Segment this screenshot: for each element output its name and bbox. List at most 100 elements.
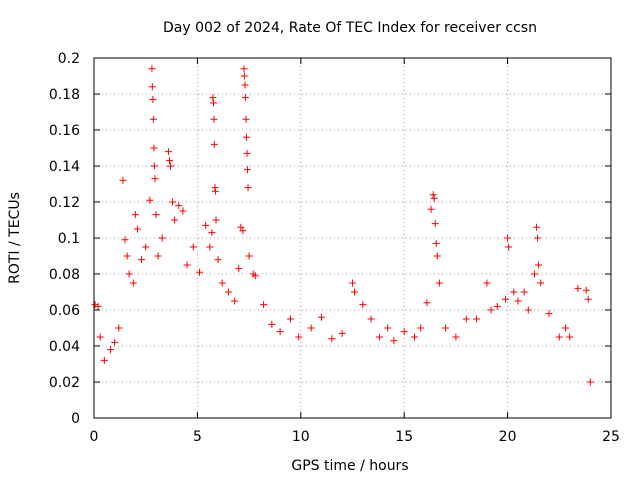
data-point bbox=[240, 72, 248, 80]
x-tick-label: 5 bbox=[193, 429, 202, 445]
data-point bbox=[111, 338, 119, 346]
data-point bbox=[131, 211, 139, 219]
data-point bbox=[142, 243, 150, 251]
plot-border bbox=[93, 57, 612, 419]
data-point bbox=[242, 133, 250, 141]
data-point bbox=[94, 302, 102, 310]
y-tick-label: 0.08 bbox=[49, 267, 80, 283]
y-tick-label: 0.12 bbox=[49, 195, 80, 211]
data-point bbox=[151, 175, 159, 183]
data-point bbox=[224, 288, 232, 296]
data-point bbox=[125, 270, 133, 278]
data-point bbox=[149, 115, 157, 123]
data-point bbox=[235, 265, 243, 273]
data-point bbox=[115, 324, 123, 332]
data-point bbox=[514, 297, 522, 305]
y-tick-label: 0.1 bbox=[58, 231, 80, 247]
data-point bbox=[307, 324, 315, 332]
data-point bbox=[167, 162, 175, 170]
y-tick-label: 0.16 bbox=[49, 123, 80, 139]
data-point bbox=[429, 191, 437, 199]
data-point bbox=[251, 272, 259, 280]
data-point bbox=[123, 252, 131, 260]
data-point bbox=[442, 324, 450, 332]
data-point bbox=[165, 157, 173, 165]
data-point bbox=[317, 313, 325, 321]
data-point bbox=[169, 198, 177, 206]
data-point bbox=[268, 320, 276, 328]
data-point bbox=[400, 328, 408, 336]
data-point bbox=[195, 268, 203, 276]
data-point bbox=[107, 346, 115, 354]
data-point bbox=[375, 333, 383, 341]
data-point bbox=[91, 301, 99, 309]
data-point bbox=[164, 148, 172, 156]
data-point bbox=[152, 211, 160, 219]
y-axis-label: ROTI / TECUs bbox=[7, 192, 23, 284]
grid-layer bbox=[94, 58, 611, 418]
data-point bbox=[211, 187, 219, 195]
data-point bbox=[149, 95, 157, 103]
data-point bbox=[574, 284, 582, 292]
data-point bbox=[242, 115, 250, 123]
data-point bbox=[584, 295, 592, 303]
data-point bbox=[119, 176, 127, 184]
data-point bbox=[483, 279, 491, 287]
data-point bbox=[245, 252, 253, 260]
data-point bbox=[189, 243, 197, 251]
y-tick-label: 0.2 bbox=[58, 51, 80, 67]
data-point bbox=[138, 256, 146, 264]
data-point bbox=[154, 252, 162, 260]
data-point bbox=[243, 166, 251, 174]
data-point bbox=[524, 306, 532, 314]
data-point bbox=[545, 310, 553, 318]
data-point bbox=[430, 194, 438, 202]
data-point bbox=[96, 333, 104, 341]
ticks-layer: 0 5 10 15 20 25 0 0.02 0.04 0.06 0.08 0.1 0.12 0.14 0.… bbox=[49, 51, 620, 445]
data-point bbox=[555, 333, 563, 341]
data-point bbox=[210, 115, 218, 123]
data-point bbox=[367, 315, 375, 323]
data-point bbox=[286, 315, 294, 323]
data-point bbox=[179, 207, 187, 215]
data-point bbox=[183, 261, 191, 269]
y-tick-label: 0.14 bbox=[49, 159, 80, 175]
data-point bbox=[473, 315, 481, 323]
data-point bbox=[208, 229, 216, 237]
x-tick-label: 0 bbox=[90, 429, 99, 445]
data-point bbox=[148, 83, 156, 91]
data-point bbox=[240, 65, 248, 73]
data-point bbox=[504, 234, 512, 242]
data-point bbox=[423, 299, 431, 307]
data-point bbox=[582, 286, 590, 294]
data-point bbox=[210, 140, 218, 148]
data-point bbox=[206, 243, 214, 251]
x-tick-label: 10 bbox=[292, 429, 310, 445]
data-point bbox=[533, 223, 541, 231]
x-tick-label: 25 bbox=[602, 429, 620, 445]
data-point bbox=[487, 306, 495, 314]
data-point bbox=[150, 144, 158, 152]
y-tick-label: 0.04 bbox=[49, 339, 80, 355]
data-point bbox=[241, 81, 249, 89]
data-point bbox=[586, 378, 594, 386]
data-point bbox=[411, 333, 419, 341]
data-point bbox=[295, 333, 303, 341]
data-point bbox=[359, 301, 367, 309]
points-layer bbox=[91, 65, 594, 386]
x-axis-label: GPS time / hours bbox=[291, 458, 408, 474]
data-point bbox=[158, 234, 166, 242]
data-point bbox=[237, 223, 245, 231]
data-point bbox=[212, 216, 220, 224]
data-point bbox=[202, 221, 210, 229]
data-point bbox=[502, 295, 510, 303]
data-point bbox=[218, 279, 226, 287]
data-point bbox=[431, 220, 439, 228]
data-point bbox=[148, 65, 156, 73]
data-point bbox=[171, 216, 179, 224]
data-point bbox=[566, 333, 574, 341]
data-point bbox=[175, 202, 183, 210]
data-point bbox=[276, 328, 284, 336]
data-point bbox=[214, 256, 222, 264]
